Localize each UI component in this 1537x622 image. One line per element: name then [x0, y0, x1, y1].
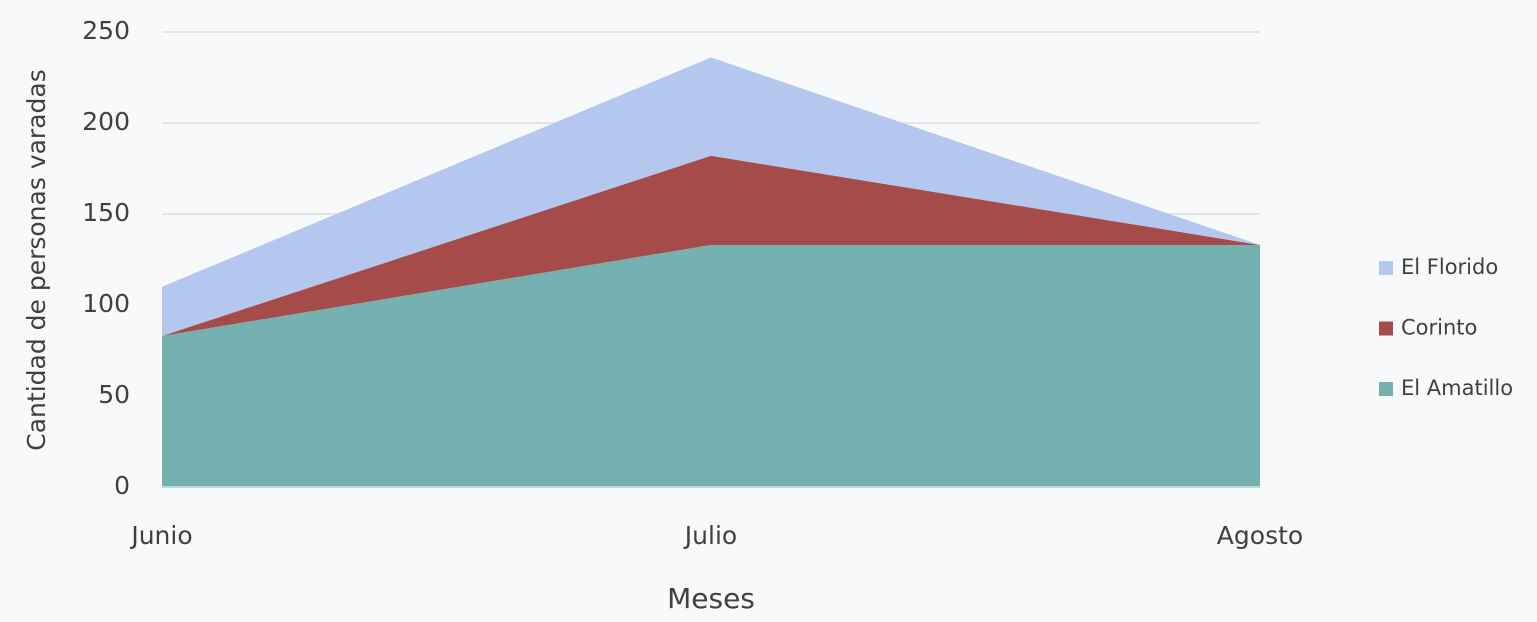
area	[162, 57, 1260, 336]
x-axis-title: Meses	[667, 582, 755, 615]
legend-swatch	[1379, 261, 1393, 275]
area	[162, 244, 1260, 487]
y-tick-label: 100	[82, 289, 130, 318]
legend-swatch	[1379, 321, 1393, 336]
y-tick-label: 250	[82, 16, 130, 45]
x-tick-label: Julio	[683, 521, 737, 550]
y-tick-label: 200	[82, 107, 130, 136]
legend-swatch	[1379, 382, 1393, 396]
y-tick-label: 0	[114, 471, 130, 500]
x-tick-label: Agosto	[1217, 521, 1303, 550]
area	[162, 155, 1260, 336]
x-tick-label: Junio	[129, 521, 192, 550]
y-axis-title: Cantidad de personas varadas	[22, 69, 51, 450]
legend-label: Corinto	[1401, 316, 1477, 340]
legend-label: El Florido	[1401, 255, 1498, 279]
y-tick-label: 150	[82, 198, 130, 227]
y-tick-label: 50	[98, 380, 130, 409]
legend-label: El Amatillo	[1401, 376, 1513, 400]
